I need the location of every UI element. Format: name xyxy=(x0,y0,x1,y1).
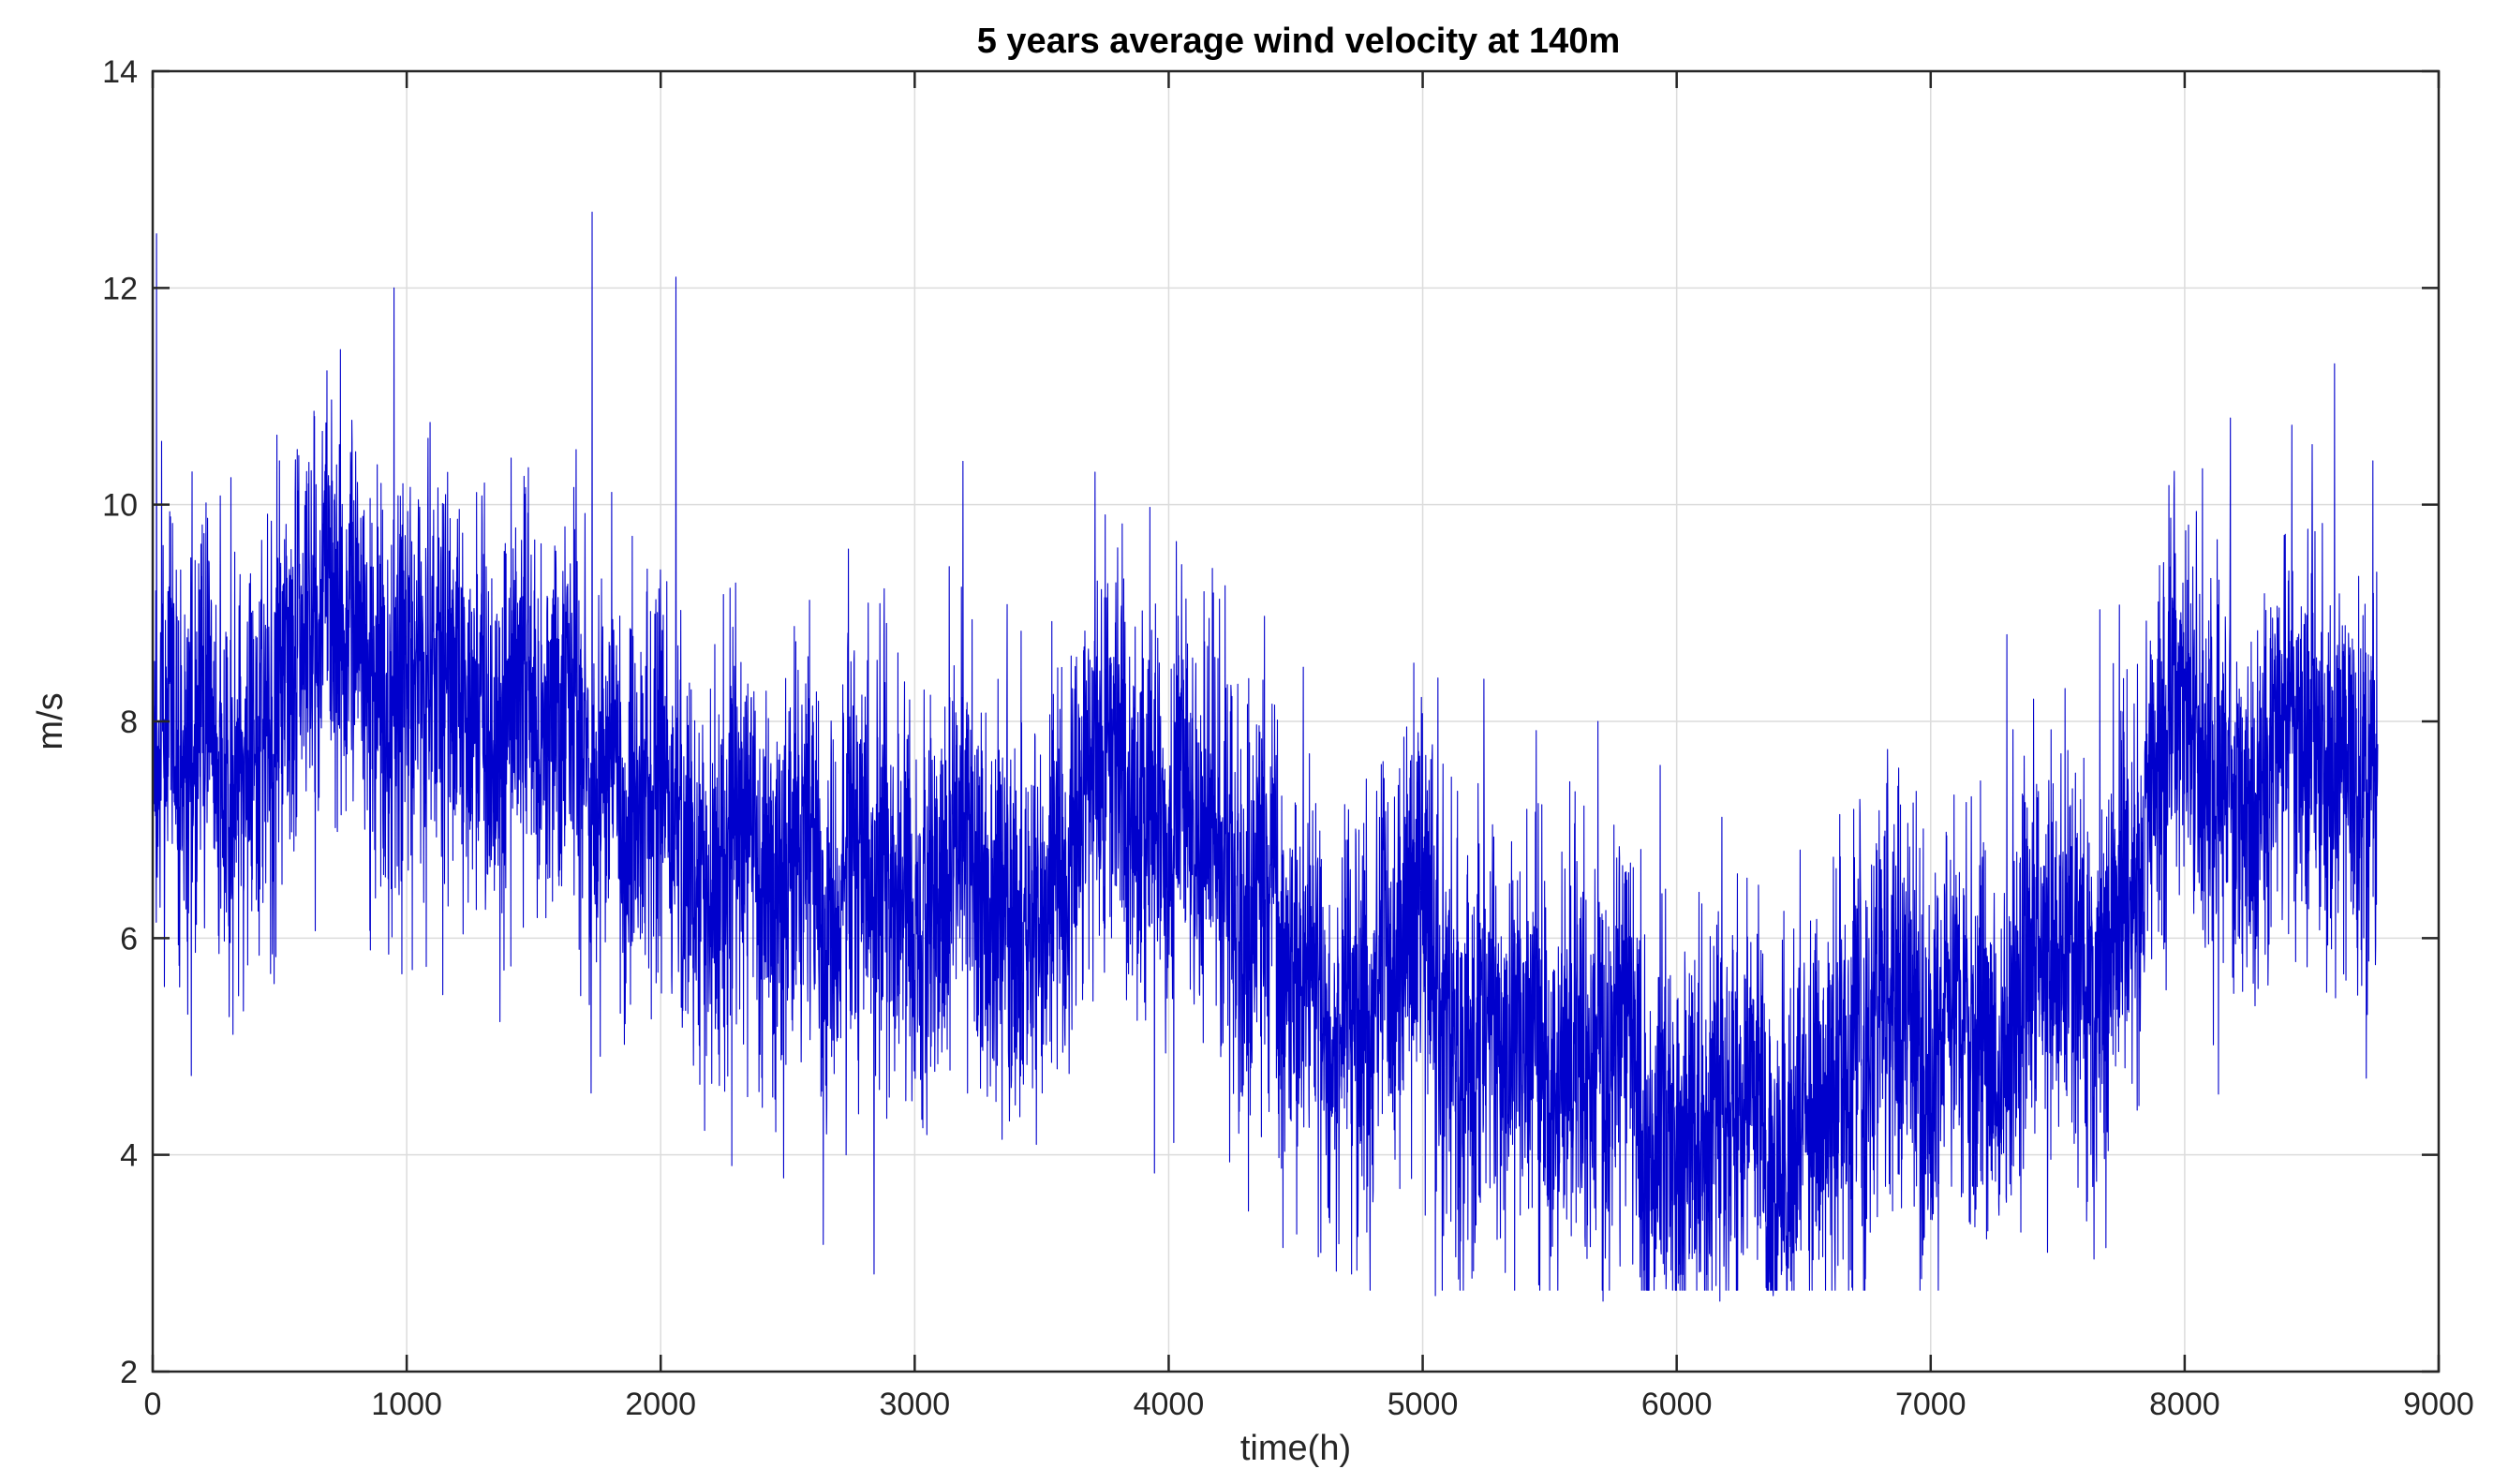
y-tick-label: 12 xyxy=(102,271,138,306)
x-tick-label: 0 xyxy=(144,1387,162,1422)
y-tick-label: 2 xyxy=(120,1355,138,1390)
series-wind-velocity xyxy=(152,211,2379,1302)
x-tick-label: 5000 xyxy=(1388,1387,1459,1422)
y-tick-label: 10 xyxy=(102,488,138,524)
x-tick-label: 2000 xyxy=(625,1387,696,1422)
x-tick-label: 7000 xyxy=(1895,1387,1966,1422)
y-tick-labels: 2 4 6 8 10 12 14 xyxy=(102,54,138,1390)
y-tick-label: 8 xyxy=(120,705,138,740)
y-tick-label: 6 xyxy=(120,921,138,957)
x-tick-label: 4000 xyxy=(1134,1387,1205,1422)
y-axis-label: m/s xyxy=(31,692,70,749)
y-tick-label: 4 xyxy=(120,1138,138,1174)
x-axis-label: time(h) xyxy=(1240,1429,1351,1468)
x-tick-label: 9000 xyxy=(2403,1387,2474,1422)
x-tick-label: 6000 xyxy=(1641,1387,1713,1422)
y-tick-label: 14 xyxy=(102,54,138,90)
axes xyxy=(151,69,2441,1373)
x-tick-label: 8000 xyxy=(2149,1387,2220,1422)
series-line-wind-velocity xyxy=(152,211,2379,1302)
x-tick-label: 1000 xyxy=(371,1387,442,1422)
chart-title: 5 years average wind velocity at 140m xyxy=(977,22,1621,61)
x-tick-labels: 0 1000 2000 3000 4000 5000 6000 7000 8000 9000 xyxy=(144,1387,2474,1422)
x-tick-label: 3000 xyxy=(880,1387,951,1422)
